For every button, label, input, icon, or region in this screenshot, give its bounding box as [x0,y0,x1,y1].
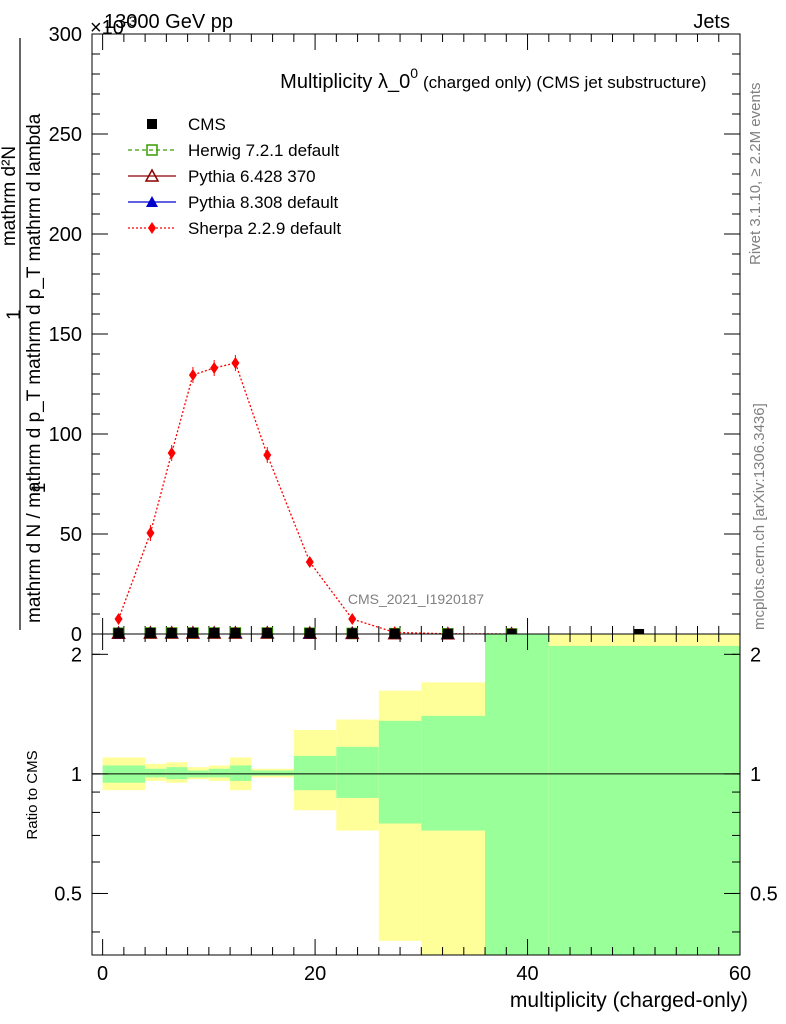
x-axis-label: multiplicity (charged-only) [510,989,748,1012]
legend-item-pythia8: Pythia 8.308 default [128,193,339,212]
cms-point [304,628,315,639]
legend-marker [147,119,157,129]
x-tick-label: 20 [304,963,326,985]
energy-label: 13000 GeV pp [104,11,233,33]
analysis-label: CMS_2021_I1920187 [348,591,484,607]
y-tick-label: 200 [49,224,82,246]
y-tick-label: 0 [71,624,82,646]
legend-item-cms: CMS [147,115,226,134]
category-label: Jets [693,11,730,33]
x-tick-label: 0 [97,963,108,985]
y-label-numerator: 1 [4,309,25,320]
plot-title: Multiplicity λ_00 [280,65,418,93]
cms-point [230,628,241,638]
cms-point [187,628,198,638]
x-tick-label: 40 [516,963,538,985]
sherpa-line [117,362,512,635]
x-tick-label: 60 [729,963,751,985]
ratio-y-label: Ratio to CMS [24,750,41,839]
legend-marker [146,144,158,156]
sherpa-point [146,527,155,539]
legend: CMS Herwig 7.2.1 default Pythia 6.428 370 P… [128,115,341,238]
ratio-tick-label-right: 2 [750,644,761,666]
y-tick-label: 50 [60,524,82,546]
legend-label: CMS [188,115,226,134]
cms-point [347,628,358,639]
ratio-tick-label: 0.5 [54,883,82,905]
band-1sigma [293,755,337,791]
cms-point [262,628,273,638]
band-1sigma [378,720,422,824]
series-sherpa [114,355,516,640]
legend-item-herwig: Herwig 7.2.1 default [128,141,339,160]
y-tick-label: 100 [49,424,82,446]
cms-point [209,628,220,638]
legend-marker [148,222,156,234]
rivet-label: Rivet 3.1.10, ≥ 2.2M events [747,83,764,266]
y-label-top: mathrm d²N [0,146,20,246]
band-1sigma [230,765,252,781]
band-1sigma [421,715,486,831]
ratio-bands [102,634,740,955]
y-label-numerator-value: 1 [29,483,50,494]
sherpa-point [231,357,240,369]
band-1sigma [548,645,740,955]
ratio-y-axis: 0.5 0.5 1 1 2 2 [54,644,778,933]
sherpa-point [210,362,219,374]
main-x-axis [102,34,741,634]
main-y-axis: 0 50 100 150 200 250 300 [49,24,740,646]
main-panel: 0 50 100 150 200 250 300 Multiplicity λ_00 (ch… [49,24,741,646]
ratio-tick-label: 1 [71,764,82,786]
sherpa-point [263,449,272,461]
legend-label: Sherpa 2.2.9 default [188,219,341,238]
sherpa-point [188,369,197,381]
mcplots-label: mcplots.cern.ch [arXiv:1306.3436] [751,403,768,630]
band-1sigma [166,767,188,780]
band-1sigma [145,768,167,778]
legend-item-sherpa: Sherpa 2.2.9 default [128,219,341,238]
band-1sigma [208,768,231,778]
ratio-tick-label-right: 1 [750,764,761,786]
cms-point [166,628,177,638]
sherpa-point [114,613,123,625]
legend-marker [146,196,158,207]
y-tick-label: 300 [49,24,82,46]
legend-marker [144,168,160,182]
ratio-panel: 0.5 0.5 1 1 2 2 0 20 40 60 Ratio to CMS multipli… [24,633,778,1012]
plot-title-suffix: (charged only) (CMS jet substructure) [423,73,706,92]
cms-point [113,628,124,639]
ratio-frame [91,633,741,956]
sherpa-point [167,447,176,459]
band-1sigma [336,746,379,798]
legend-label: Pythia 8.308 default [188,193,339,212]
ratio-tick-label-right: 0.5 [750,883,778,905]
y-tick-label: 250 [49,124,82,146]
main-frame [91,33,741,635]
legend-item-pythia6: Pythia 6.428 370 [128,167,316,186]
main-y-label: 1 mathrm d²N mathrm d N / mathrm d p_T m… [0,38,50,630]
ratio-x-axis: 0 20 40 60 [97,634,751,985]
band-1sigma [485,634,549,955]
legend-label: Pythia 6.428 370 [188,167,316,186]
sherpa-point [305,556,314,568]
y-label-denominator: mathrm d N / mathrm d p_T mathrm d p_T m… [24,113,45,623]
ratio-tick-label: 2 [71,644,82,666]
band-1sigma [251,770,294,776]
sherpa-point [348,613,357,625]
y-tick-label: 150 [49,324,82,346]
legend-label: Herwig 7.2.1 default [188,141,339,160]
cms-point [145,628,156,638]
